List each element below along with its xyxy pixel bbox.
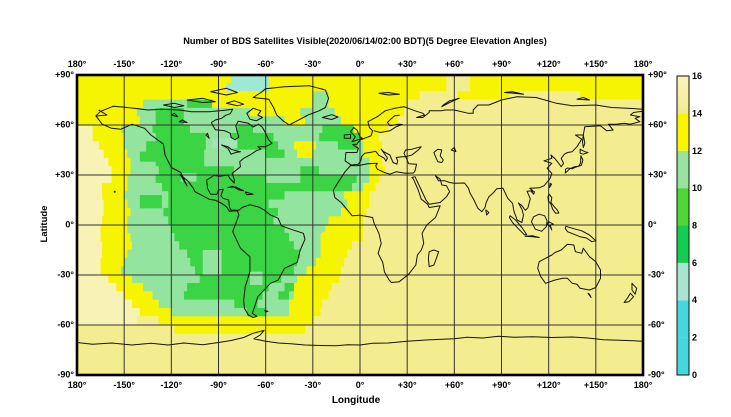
svg-text:-90°: -90°: [210, 380, 227, 390]
svg-text:+30°: +30°: [55, 170, 74, 180]
svg-text:-150°: -150°: [113, 380, 135, 390]
svg-text:14: 14: [692, 108, 702, 118]
svg-text:Latitude: Latitude: [39, 206, 50, 243]
svg-text:180°: 180°: [68, 59, 87, 69]
svg-text:+90°: +90°: [492, 380, 511, 390]
svg-text:180°: 180°: [634, 59, 653, 69]
svg-text:-60°: -60°: [57, 320, 74, 330]
svg-text:+60°: +60°: [445, 59, 464, 69]
svg-text:180°: 180°: [634, 380, 653, 390]
svg-text:-30°: -30°: [304, 380, 321, 390]
svg-text:+90°: +90°: [648, 70, 667, 80]
svg-text:+120°: +120°: [537, 380, 561, 390]
svg-text:+120°: +120°: [537, 59, 561, 69]
svg-text:0°: 0°: [648, 220, 657, 230]
svg-text:+90°: +90°: [492, 59, 511, 69]
svg-text:-30°: -30°: [648, 270, 665, 280]
svg-text:+30°: +30°: [648, 170, 667, 180]
svg-text:10: 10: [692, 183, 702, 193]
svg-text:12: 12: [692, 146, 702, 156]
svg-text:+150°: +150°: [584, 59, 608, 69]
svg-text:-60°: -60°: [648, 320, 665, 330]
svg-text:+60°: +60°: [55, 120, 74, 130]
svg-text:+90°: +90°: [55, 70, 74, 80]
svg-text:-60°: -60°: [257, 59, 274, 69]
svg-text:2: 2: [692, 333, 697, 343]
svg-text:-90°: -90°: [648, 370, 665, 380]
svg-text:-90°: -90°: [57, 370, 74, 380]
svg-text:-120°: -120°: [160, 59, 182, 69]
svg-text:0°: 0°: [65, 220, 74, 230]
svg-text:-120°: -120°: [160, 380, 182, 390]
svg-text:6: 6: [692, 258, 697, 268]
svg-text:Number of BDS Satellites Visib: Number of BDS Satellites Visible(2020/06…: [183, 36, 547, 46]
svg-text:+60°: +60°: [445, 380, 464, 390]
svg-text:-30°: -30°: [304, 59, 321, 69]
svg-text:-150°: -150°: [113, 59, 135, 69]
svg-text:Longitude: Longitude: [332, 395, 381, 406]
svg-text:-60°: -60°: [257, 380, 274, 390]
svg-text:-90°: -90°: [210, 59, 227, 69]
svg-text:180°: 180°: [68, 380, 87, 390]
svg-text:16: 16: [692, 71, 702, 81]
svg-text:-30°: -30°: [57, 270, 74, 280]
svg-text:0: 0: [692, 370, 697, 380]
svg-text:0°: 0°: [356, 59, 365, 69]
svg-text:+60°: +60°: [648, 120, 667, 130]
svg-text:0°: 0°: [356, 380, 365, 390]
svg-text:+30°: +30°: [398, 380, 417, 390]
svg-text:+150°: +150°: [584, 380, 608, 390]
svg-text:8: 8: [692, 221, 697, 231]
svg-text:+30°: +30°: [398, 59, 417, 69]
svg-text:4: 4: [692, 295, 697, 305]
